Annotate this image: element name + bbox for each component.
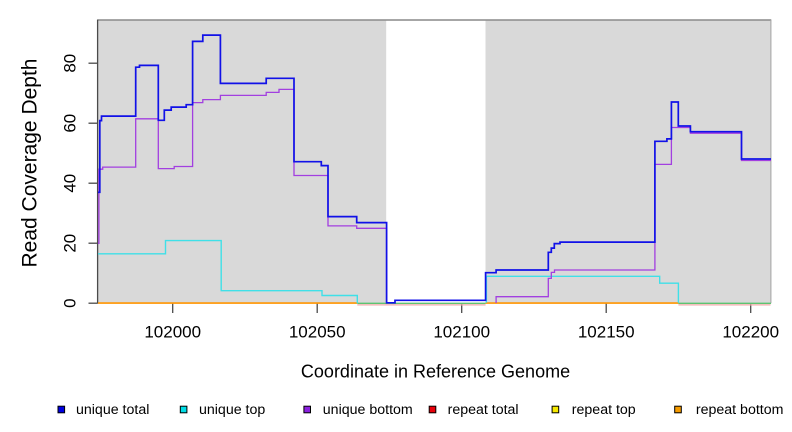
svg-text:80: 80	[61, 54, 80, 73]
svg-text:repeat bottom: repeat bottom	[696, 402, 784, 418]
svg-text:40: 40	[61, 174, 80, 193]
svg-text:unique bottom: unique bottom	[323, 402, 413, 418]
svg-text:repeat total: repeat total	[448, 402, 519, 418]
svg-text:102200: 102200	[722, 322, 779, 341]
svg-text:102150: 102150	[578, 322, 635, 341]
svg-text:Read Coverage Depth: Read Coverage Depth	[19, 59, 42, 268]
svg-text:repeat top: repeat top	[572, 402, 636, 418]
svg-text:102000: 102000	[144, 322, 201, 341]
svg-text:102100: 102100	[433, 322, 490, 341]
svg-text:unique total: unique total	[76, 402, 149, 418]
svg-text:20: 20	[61, 234, 80, 253]
svg-text:102050: 102050	[289, 322, 346, 341]
svg-text:0: 0	[61, 298, 80, 307]
svg-text:Coordinate in Reference Genome: Coordinate in Reference Genome	[301, 362, 570, 382]
svg-text:60: 60	[61, 114, 80, 133]
svg-text:unique top: unique top	[199, 402, 265, 418]
